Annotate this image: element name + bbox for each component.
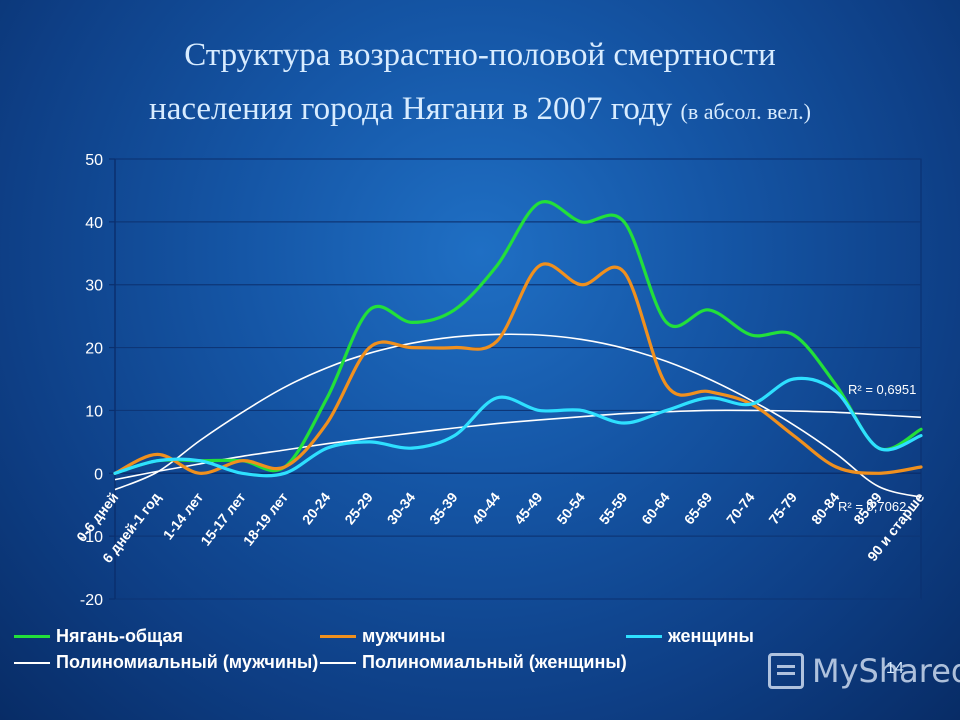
trendline-0 <box>114 333 922 498</box>
legend-item-total: Нягань-общая <box>14 626 183 647</box>
legend-item-trend-women: Полиномиальный (женщины) <box>320 652 627 673</box>
series-line-0 <box>113 200 923 475</box>
x-tick-label-4: 18-19 лет <box>240 489 291 549</box>
x-tick-label-14: 65-69 <box>681 489 716 527</box>
x-tick-label-12: 55-59 <box>596 489 631 527</box>
x-tick-label-11: 50-54 <box>553 489 588 527</box>
x-tick-label-15: 70-74 <box>723 489 758 527</box>
legend-swatch-women <box>626 635 662 638</box>
presentation-icon <box>768 653 804 689</box>
x-tick-label-13: 60-64 <box>638 489 673 527</box>
series-line-2 <box>113 376 923 478</box>
y-tick-label-3: 10 <box>85 403 103 420</box>
chart-legend: Нягань-общая мужчины женщины Полиномиаль… <box>14 624 944 680</box>
legend-swatch-trend-men <box>14 661 50 664</box>
watermark: MyShared <box>768 652 960 690</box>
legend-swatch-trend-women <box>320 661 356 664</box>
page-number: 14 <box>886 660 904 677</box>
y-tick-label-5: 30 <box>85 278 103 295</box>
legend-label-total: Нягань-общая <box>56 626 183 646</box>
watermark-text: MyShared <box>812 652 960 690</box>
x-tick-label-10: 45-49 <box>511 489 546 527</box>
x-tick-label-16: 75-79 <box>765 489 800 527</box>
x-tick-label-6: 25-29 <box>341 489 376 527</box>
series-line-1 <box>113 262 923 475</box>
legend-label-trend-men: Полиномиальный (мужчины) <box>56 652 319 672</box>
y-tick-label-4: 20 <box>85 341 103 358</box>
title-line-1: Структура возрастно-половой смертности <box>184 37 776 73</box>
legend-swatch-total <box>14 635 50 638</box>
x-tick-label-7: 30-34 <box>384 489 419 527</box>
legend-item-trend-men: Полиномиальный (мужчины) <box>14 652 318 673</box>
legend-label-women: женщины <box>668 626 754 646</box>
r2-label-0: R² = 0,6951 <box>848 382 916 397</box>
r2-label-1: R² = 0,7062 <box>838 499 906 514</box>
legend-item-women: женщины <box>626 626 754 647</box>
title-line-2: населения города Нягани в 2007 году (в а… <box>0 82 960 139</box>
title-unit-note: (в абсол. вел.) <box>680 99 811 124</box>
legend-item-men: мужчины <box>320 626 445 647</box>
legend-label-men: мужчины <box>362 626 446 646</box>
legend-label-trend-women: Полиномиальный (женщины) <box>362 652 627 672</box>
x-tick-label-5: 20-24 <box>299 489 334 527</box>
y-tick-label-1: -10 <box>80 529 103 546</box>
x-tick-label-9: 40-44 <box>468 489 503 527</box>
x-tick-label-8: 35-39 <box>426 489 461 527</box>
y-tick-label-2: 0 <box>94 466 103 483</box>
y-tick-label-7: 50 <box>85 152 103 169</box>
trendline-1 <box>114 409 922 481</box>
legend-swatch-men <box>320 635 356 638</box>
x-tick-label-2: 1-14 лет <box>160 489 207 542</box>
title-line-2-main: населения города Нягани в 2007 году <box>149 91 681 127</box>
chart-title: Структура возрастно-половой смертности н… <box>0 28 960 139</box>
y-tick-label-0: -20 <box>80 592 103 609</box>
y-tick-label-6: 40 <box>85 215 103 232</box>
